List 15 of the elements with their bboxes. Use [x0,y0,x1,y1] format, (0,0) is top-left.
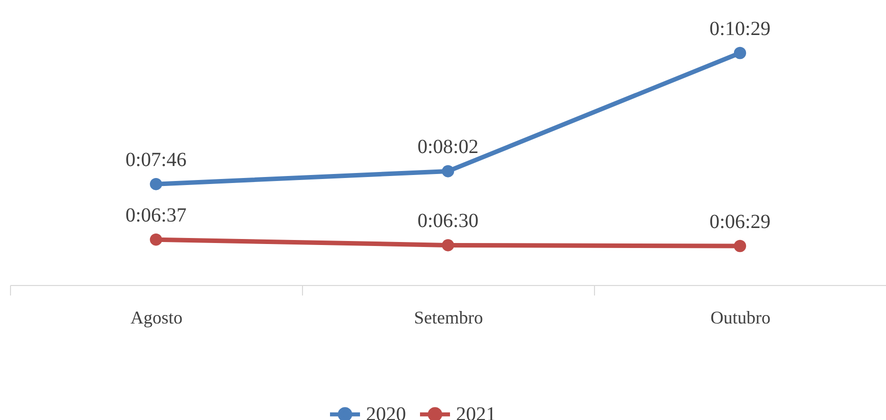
x-tick-label: Setembro [414,308,483,328]
data-label: 0:10:29 [709,18,771,40]
data-label: 0:06:37 [125,204,187,227]
point [442,165,454,178]
x-tick-label: Agosto [130,308,183,328]
data-label: 0:07:46 [125,149,187,172]
data-label: 0:08:02 [417,136,479,158]
point [150,233,162,246]
x-tick-label: Outubro [710,308,770,328]
point [442,239,454,252]
point [734,240,746,252]
point [734,46,746,60]
data-label: 0:06:30 [417,210,479,232]
point [150,178,162,190]
data-label: 0:06:29 [709,211,771,233]
